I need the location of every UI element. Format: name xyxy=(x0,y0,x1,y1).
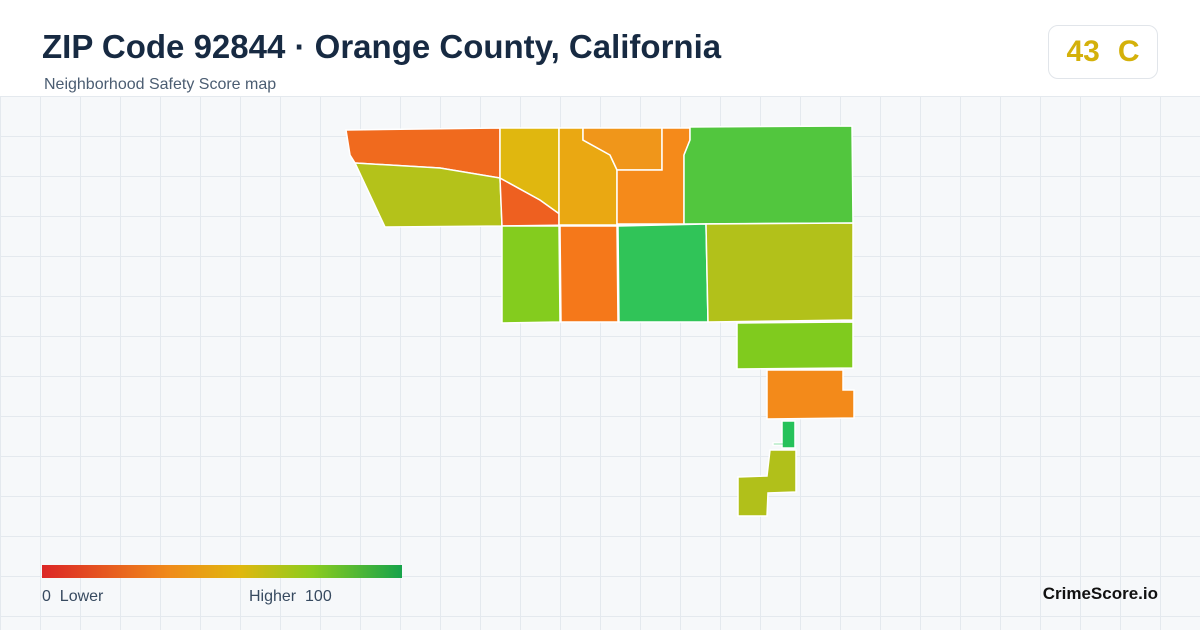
score-grade: C xyxy=(1117,35,1140,68)
legend-low: 0 Lower xyxy=(42,588,103,606)
header xyxy=(0,0,1200,96)
score-value: 43 xyxy=(1066,35,1100,68)
score-badge: 43 C xyxy=(1048,25,1158,79)
region xyxy=(736,321,854,370)
region xyxy=(766,369,855,420)
region xyxy=(501,225,561,324)
legend-min-label: Lower xyxy=(59,588,104,605)
region xyxy=(559,225,619,323)
brand: CrimeScore.io xyxy=(1042,584,1158,603)
legend-min: 0 xyxy=(42,588,51,605)
legend-max: 100 xyxy=(305,588,332,605)
region xyxy=(705,222,854,323)
legend-max-label: Higher xyxy=(249,588,297,605)
region xyxy=(737,449,797,517)
title: ZIP Code 92844 · Orange County, Californ… xyxy=(42,28,722,65)
region xyxy=(683,125,854,225)
region xyxy=(772,420,796,449)
subtitle: Neighborhood Safety Score map xyxy=(44,76,277,93)
legend-gradient xyxy=(42,565,402,578)
region xyxy=(617,223,709,323)
legend-high: Higher 100 xyxy=(249,588,332,606)
